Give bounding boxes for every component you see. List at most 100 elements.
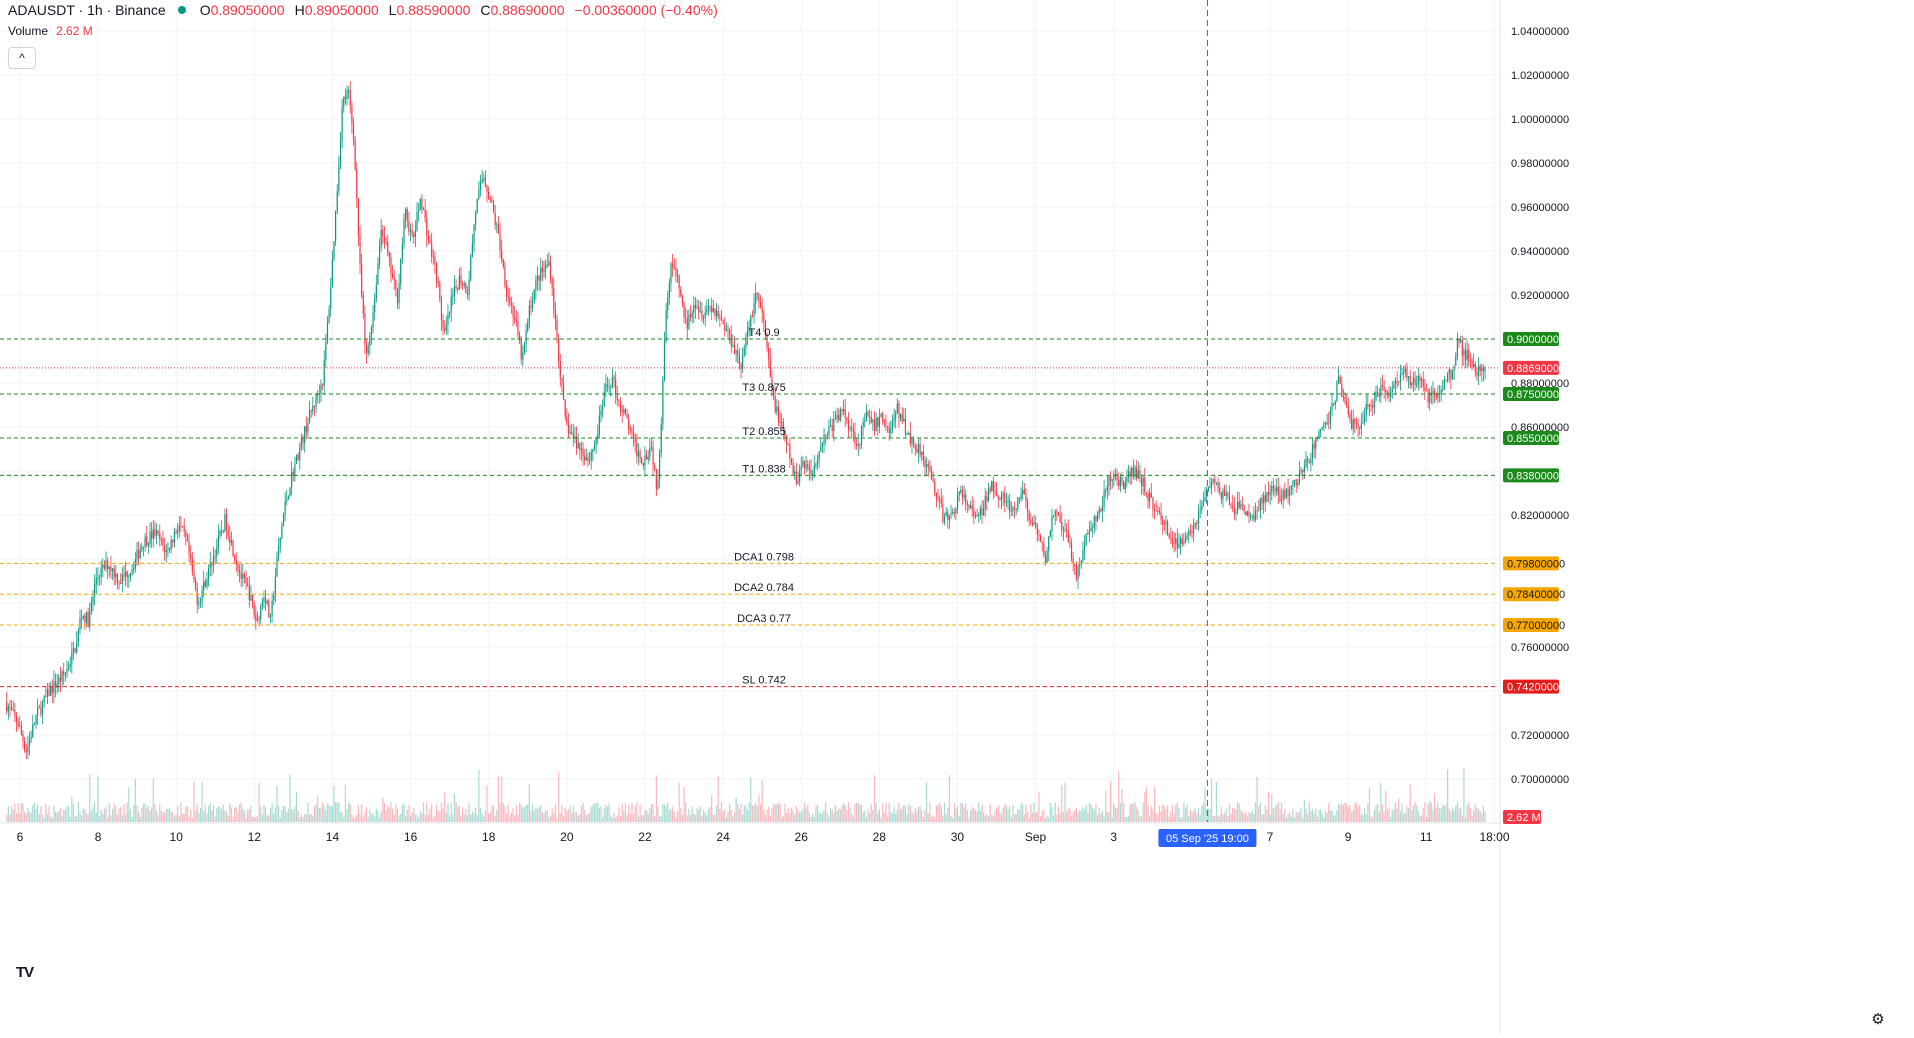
volume-bar <box>1106 811 1108 822</box>
candle-body <box>378 246 381 264</box>
candle-body <box>1269 492 1271 495</box>
candle-body <box>540 267 542 281</box>
volume-bar <box>478 769 480 822</box>
volume-bar <box>668 809 670 822</box>
candle-body <box>276 557 278 577</box>
volume-bar <box>177 805 179 822</box>
candle-body <box>1057 511 1060 516</box>
candle-body <box>709 305 711 307</box>
level-label: T2 0.855 <box>742 426 785 438</box>
candle-body <box>393 277 395 281</box>
volume-bar <box>683 786 685 822</box>
volume-bar <box>206 813 208 822</box>
volume-bar <box>1183 802 1185 822</box>
volume-bar <box>1064 782 1066 822</box>
candle-body <box>740 364 742 369</box>
candle-body <box>893 418 895 422</box>
candle-body <box>979 508 981 515</box>
volume-bar <box>1417 810 1419 822</box>
volume-bar <box>979 810 981 822</box>
volume-bar <box>411 812 413 822</box>
candle-body <box>1000 495 1003 500</box>
volume-bar <box>305 813 307 822</box>
candle-body <box>507 296 509 298</box>
volume-bar <box>1028 817 1030 822</box>
candle-body <box>59 677 62 682</box>
volume-bar <box>20 803 22 822</box>
volume-bar <box>468 803 470 822</box>
candle-body <box>551 278 553 289</box>
candle-body <box>12 709 14 711</box>
volume-bar <box>911 811 913 822</box>
candle-body <box>1435 395 1437 398</box>
volume-bar <box>1103 816 1105 822</box>
candle-body <box>634 436 636 443</box>
candle-body <box>1129 471 1131 477</box>
volume-bar <box>1373 809 1375 822</box>
volume-bar <box>943 802 946 822</box>
volume-bar <box>51 817 53 822</box>
candle-body <box>698 306 700 312</box>
candle-body <box>377 263 379 285</box>
volume-label[interactable]: Volume <box>8 24 49 38</box>
volume-bar <box>532 804 534 822</box>
candle-body <box>872 419 874 423</box>
candle-body <box>1062 529 1064 531</box>
volume-bar <box>735 797 737 822</box>
candle-body <box>1114 473 1117 475</box>
candle-body <box>707 305 710 310</box>
volume-bar <box>720 802 723 822</box>
volume-bar <box>813 816 815 822</box>
collapse-legend-button[interactable]: ^ <box>8 47 36 69</box>
tradingview-logo-icon[interactable]: TV <box>16 964 34 981</box>
candle-body <box>1162 519 1164 525</box>
candle-body <box>1017 497 1019 509</box>
candle-body <box>536 275 539 281</box>
candle-body <box>243 574 246 579</box>
volume-bar <box>273 813 275 822</box>
volume-bar <box>872 809 874 822</box>
candle-body <box>1320 428 1322 432</box>
candle-body <box>473 224 475 244</box>
volume-bar <box>338 802 340 822</box>
volume-bar <box>1375 805 1377 822</box>
volume-bar <box>496 810 498 822</box>
candle-body <box>1223 489 1226 496</box>
volume-bar <box>56 812 58 822</box>
market-status-icon <box>177 6 186 14</box>
candle-body <box>1370 404 1372 406</box>
candle-body <box>457 287 459 290</box>
candle-body <box>501 250 503 260</box>
volume-bar <box>116 814 119 822</box>
volume-bar <box>1121 789 1123 822</box>
candle-body <box>274 576 276 596</box>
candle-body <box>108 566 110 570</box>
candle-body <box>877 417 879 427</box>
volume-bar <box>890 812 892 822</box>
candle-body <box>722 320 724 325</box>
candle-body <box>976 515 978 517</box>
volume-bar <box>584 810 586 822</box>
volume-bar <box>139 816 141 822</box>
volume-bar <box>737 803 739 822</box>
candle-body <box>966 503 968 505</box>
candle-body <box>142 546 145 548</box>
volume-bar <box>772 803 775 822</box>
volume-bar <box>1393 808 1395 822</box>
candle-body <box>505 285 508 297</box>
candle-body <box>571 431 573 434</box>
volume-bar <box>164 813 166 822</box>
gear-icon[interactable]: ⚙ <box>1871 1011 1885 1028</box>
volume-bar <box>569 806 571 822</box>
candle-body <box>1022 489 1024 495</box>
volume-bar <box>103 808 106 822</box>
symbol-title[interactable]: ADAUSDT · 1h · Binance <box>8 2 166 18</box>
ohlc-change-value: −0.00360000 (−0.40%) <box>574 2 718 18</box>
candle-body <box>602 406 604 411</box>
candle-body <box>1453 365 1455 371</box>
volume-bar <box>856 803 858 822</box>
volume-bar <box>787 808 789 822</box>
volume-bar <box>1015 813 1017 822</box>
